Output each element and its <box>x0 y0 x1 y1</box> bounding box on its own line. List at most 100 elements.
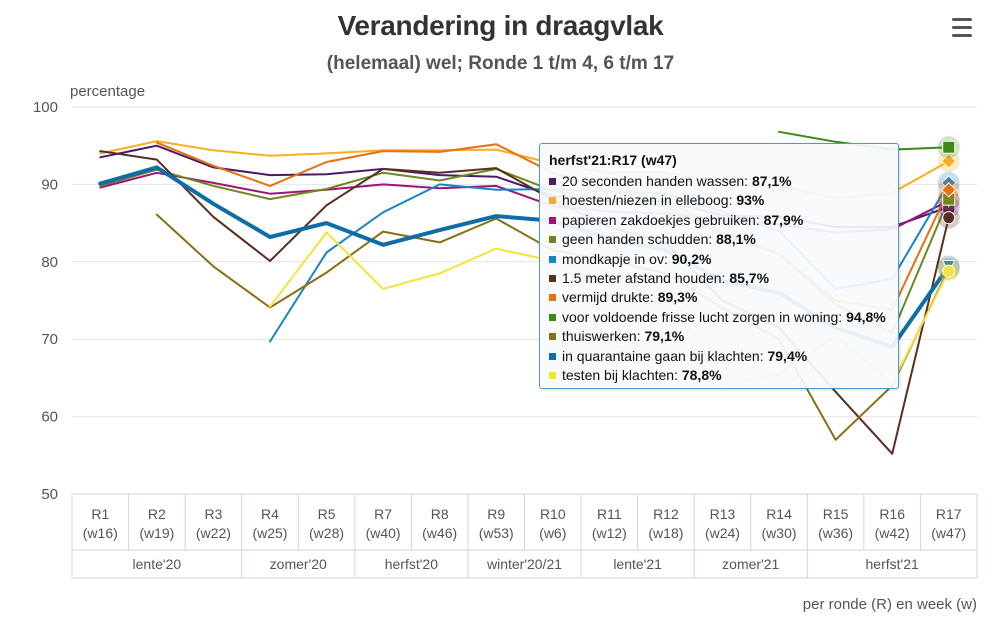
tooltip-row: papieren zakdoekjes gebruiken: 87,9% <box>549 211 803 230</box>
tooltip-series-value: 79,4% <box>767 347 808 364</box>
x-tick-label: R11 <box>597 506 622 522</box>
tooltip-series-label: 20 seconden handen wassen: <box>562 173 752 189</box>
x-tick-label: R9 <box>487 506 505 522</box>
legend-swatch <box>549 197 556 205</box>
x-tick-label: (w46) <box>422 525 457 541</box>
tooltip-series-label: vermijd drukte: <box>562 289 658 306</box>
x-tick-label: (w42) <box>875 525 910 541</box>
data-point[interactable] <box>942 211 956 225</box>
y-tick-label: 100 <box>33 99 58 116</box>
x-tick-label: (w28) <box>309 525 344 541</box>
x-tick-label: R5 <box>318 506 336 522</box>
tooltip-row: geen handen schudden: 88,1% <box>549 230 756 249</box>
x-tick-label: (w6) <box>539 525 566 541</box>
x-group-label: herfst'21 <box>866 556 919 572</box>
y-tick-label: 80 <box>41 254 58 271</box>
x-axis-title: per ronde (R) en week (w) <box>803 596 977 613</box>
x-tick-label: (w47) <box>931 525 966 541</box>
tooltip-row: vermijd drukte: 89,3% <box>549 288 697 307</box>
legend-swatch <box>549 333 556 341</box>
tooltip-series-value: 79,1% <box>644 328 685 345</box>
x-group-label: zomer'21 <box>722 556 779 572</box>
x-tick-label: (w12) <box>592 525 627 541</box>
x-tick-label: R7 <box>374 506 392 522</box>
tooltip-row: testen bij klachten: 78,8% <box>549 366 722 385</box>
tooltip-row: mondkapje in ov: 90,2% <box>549 250 711 269</box>
x-tick-label: R8 <box>431 506 449 522</box>
x-group-label: lente'20 <box>133 556 182 572</box>
tooltip-row: 20 seconden handen wassen: 87,1% <box>549 172 792 191</box>
tooltip-series-value: 90,2% <box>671 250 712 267</box>
chart-title: Verandering in draagvlak <box>337 10 664 41</box>
x-tick-label: (w36) <box>818 525 853 541</box>
x-tick-label: (w19) <box>139 525 174 541</box>
tooltip-series-value: 87,9% <box>763 211 804 228</box>
tooltip-series-label: geen handen schudden: <box>562 231 717 248</box>
x-tick-label: R13 <box>710 506 736 522</box>
x-group-label: herfst'20 <box>385 556 438 572</box>
legend-swatch <box>549 236 556 244</box>
x-tick-label: (w53) <box>479 525 514 541</box>
chart-subtitle: (helemaal) wel; Ronde 1 t/m 4, 6 t/m 17 <box>326 53 675 74</box>
legend-swatch <box>549 255 556 263</box>
tooltip-series-label: in quarantaine gaan bij klachten: <box>562 347 768 364</box>
tooltip-series-value: 78,8% <box>681 367 722 383</box>
tooltip-series-value: 87,1% <box>751 173 792 189</box>
data-point[interactable] <box>941 153 957 169</box>
tooltip-series-value: 93% <box>736 192 765 209</box>
tooltip-series-value: 94,8% <box>846 308 886 325</box>
tooltip-series-value: 88,1% <box>716 231 756 248</box>
x-tick-label: (w24) <box>705 525 740 541</box>
tooltip-row: voor voldoende frisse lucht zorgen in wo… <box>549 308 886 327</box>
x-tick-label: (w22) <box>196 525 231 541</box>
x-tick-label: (w40) <box>366 525 401 541</box>
tooltip-header: herfst'21:R17 (w47) <box>549 152 677 168</box>
data-tooltip: herfst'21:R17 (w47) 20 seconden handen w… <box>539 143 899 389</box>
data-point[interactable] <box>941 182 957 198</box>
legend-swatch <box>549 275 556 282</box>
tooltip-row: 1.5 meter afstand houden: 85,7% <box>549 269 769 288</box>
x-tick-label: R3 <box>204 506 222 522</box>
tooltip-row: thuiswerken: 79,1% <box>549 327 684 346</box>
x-tick-label: R15 <box>823 506 849 522</box>
series-markers <box>937 136 960 283</box>
x-tick-label: R1 <box>91 506 109 522</box>
x-tick-label: (w16) <box>83 525 118 541</box>
tooltip-series-value: 85,7% <box>729 270 770 286</box>
y-tick-label: 50 <box>41 486 58 503</box>
x-tick-label: (w25) <box>252 525 287 541</box>
x-group-label: winter'20/21 <box>486 556 562 572</box>
x-tick-label: R16 <box>879 506 905 522</box>
tooltip-series-label: testen bij klachten: <box>562 367 682 383</box>
legend-swatch <box>549 216 556 224</box>
tooltip-row: in quarantaine gaan bij klachten: 79,4% <box>549 347 807 366</box>
tooltip-series-value: 89,3% <box>657 289 698 306</box>
y-tick-label: 60 <box>41 409 58 426</box>
x-group-label: zomer'20 <box>270 556 327 572</box>
tooltip-series-label: 1.5 meter afstand houden: <box>562 270 730 286</box>
legend-swatch <box>549 372 556 379</box>
y-tick-label: 70 <box>41 331 58 348</box>
x-group-label: lente'21 <box>613 556 662 572</box>
x-tick-label: R17 <box>936 506 962 522</box>
y-axis-title: percentage <box>70 83 145 100</box>
data-point[interactable] <box>942 264 956 278</box>
tooltip-series-label: mondkapje in ov: <box>562 250 672 267</box>
data-point[interactable] <box>942 140 956 154</box>
y-tick-label: 90 <box>41 176 58 193</box>
x-tick-label: R10 <box>540 506 566 522</box>
axes: 50 60 70 80 90 100 percentage lente'20 zomer'20 h… <box>33 83 978 613</box>
x-tick-label: (w30) <box>762 525 797 541</box>
x-tick-label: R12 <box>653 506 679 522</box>
x-tick-label: (w18) <box>648 525 683 541</box>
hamburger-menu-icon[interactable] <box>950 18 976 40</box>
x-tick-label: R14 <box>766 506 792 522</box>
tooltip-row: hoesten/niezen in elleboog: 93% <box>549 191 764 210</box>
x-tick-label: R2 <box>148 506 166 522</box>
tooltip-series-label: papieren zakdoekjes gebruiken: <box>562 211 764 228</box>
legend-swatch <box>549 313 556 321</box>
tooltip-series-label: thuiswerken: <box>562 328 645 345</box>
legend-swatch <box>549 352 556 360</box>
tooltip-series-label: hoesten/niezen in elleboog: <box>562 192 737 209</box>
